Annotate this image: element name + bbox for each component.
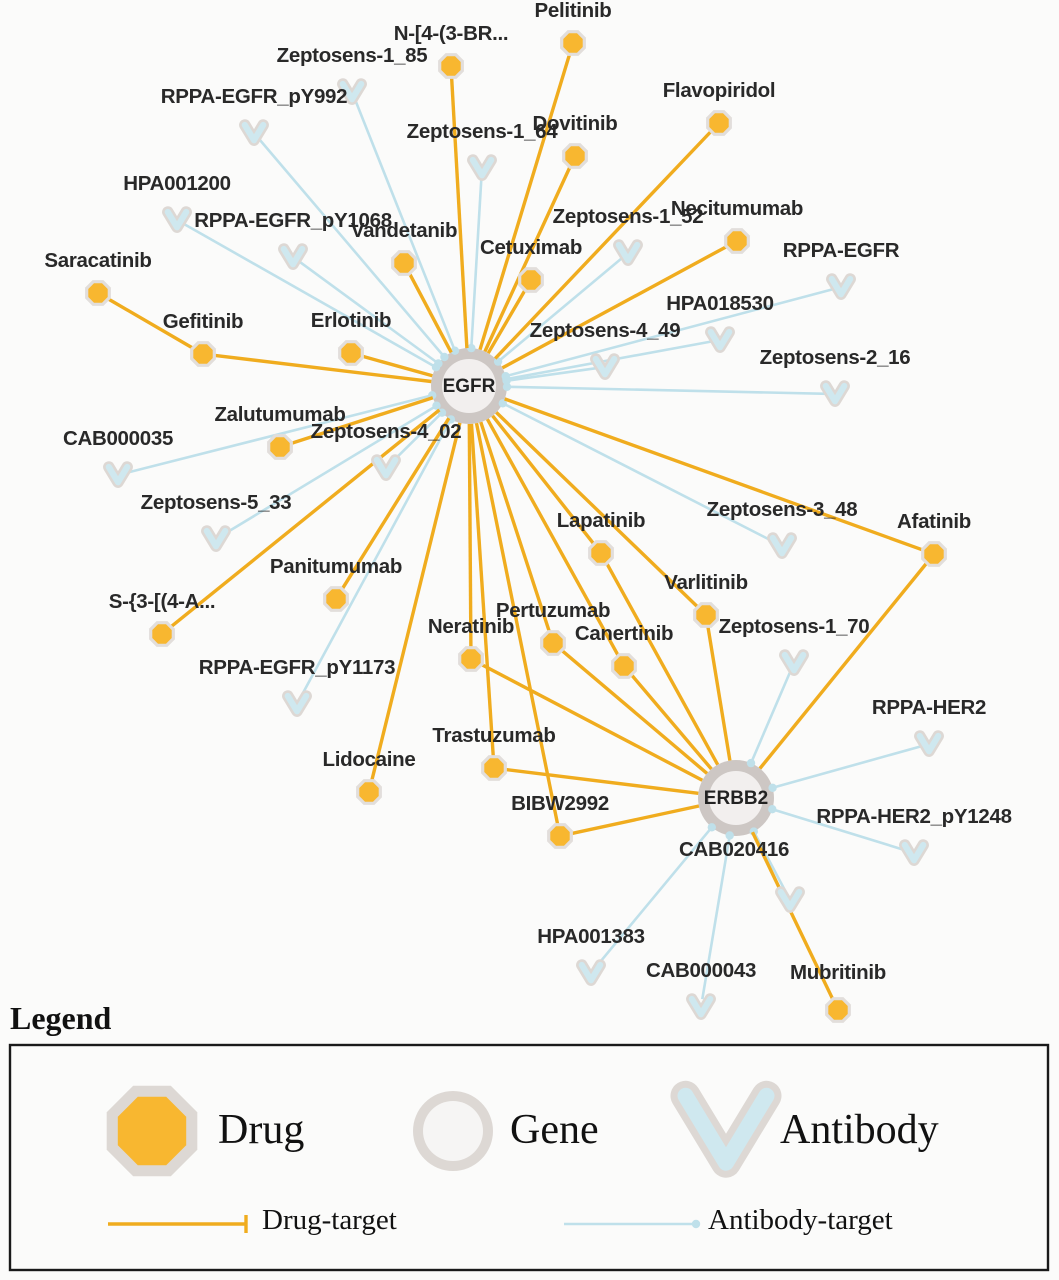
svg-text:EGFR: EGFR xyxy=(443,376,496,397)
svg-text:ERBB2: ERBB2 xyxy=(704,788,768,809)
